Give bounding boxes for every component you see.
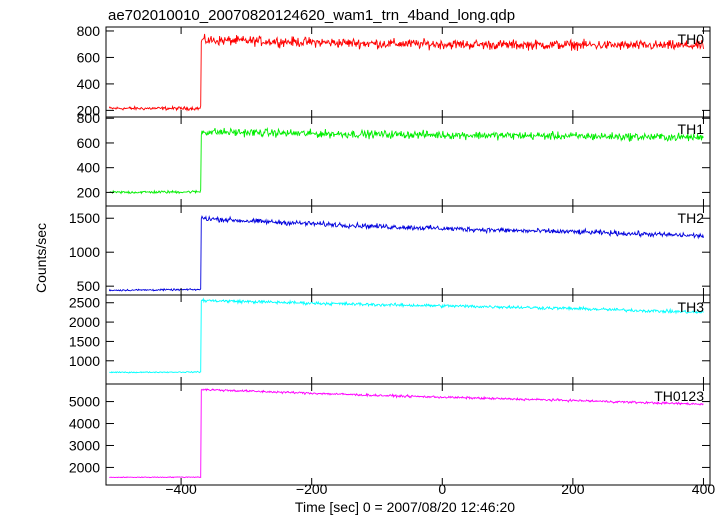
panel-label: TH0123 — [654, 388, 704, 404]
y-tick-label: 200 — [77, 102, 101, 118]
x-tick-label: −200 — [296, 481, 328, 497]
y-tick-label: 1500 — [69, 333, 100, 349]
y-tick-label: 2500 — [69, 295, 100, 311]
panel-frame — [105, 116, 711, 207]
series-line-th1 — [109, 126, 704, 195]
panel-frame — [105, 205, 711, 296]
x-tick-label: 0 — [438, 481, 446, 497]
y-tick-label: 600 — [77, 49, 101, 65]
panel-th2: 500 1000 1500 TH2 — [69, 205, 711, 296]
y-axis-label: Counts/sec — [33, 223, 49, 293]
x-axis: −400 −200 0 200 400 — [165, 481, 715, 497]
panel-th0123: 2000 3000 4000 5000 TH0123 — [69, 383, 711, 486]
y-tick-label: 800 — [77, 110, 101, 126]
y-tick-label: 1500 — [69, 210, 100, 226]
x-tick-label: 200 — [561, 481, 585, 497]
y-tick-label: 400 — [77, 160, 101, 176]
chart-title: ae702010010_20070820124620_wam1_trn_4ban… — [108, 7, 515, 24]
panels: 200 400 600 800 TH0 200 400 600 800 TH1 500 1000 150… — [69, 23, 711, 486]
panel-th1: 200 400 600 800 TH1 — [77, 110, 711, 207]
y-tick-label: 2000 — [69, 314, 100, 330]
panel-label: TH2 — [678, 210, 705, 226]
y-tick-label: 800 — [77, 23, 101, 39]
x-axis-label: Time [sec] 0 = 2007/08/20 12:46:20 — [295, 499, 515, 515]
y-tick-label: 4000 — [69, 416, 100, 432]
panel-label: TH0 — [678, 31, 705, 47]
y-tick-label: 500 — [77, 278, 101, 294]
y-tick-label: 3000 — [69, 437, 100, 453]
x-tick-label: −400 — [165, 481, 197, 497]
y-tick-label: 1000 — [69, 244, 100, 260]
panel-frame — [105, 383, 711, 486]
y-tick-label: 5000 — [69, 394, 100, 410]
y-tick-label: 400 — [77, 76, 101, 92]
series-line-th2 — [108, 215, 704, 292]
panel-frame — [105, 294, 711, 385]
y-tick-label: 600 — [77, 135, 101, 151]
series-line-th3 — [109, 297, 704, 374]
series-line-th0123 — [109, 388, 704, 479]
panel-th0: 200 400 600 800 TH0 — [77, 23, 711, 118]
series-line-th0 — [108, 33, 704, 112]
y-tick-label: 2000 — [69, 459, 100, 475]
panel-th3: 1000 1500 2000 2500 TH3 — [69, 294, 711, 385]
y-tick-label: 200 — [77, 184, 101, 200]
x-tick-label: 400 — [692, 481, 716, 497]
y-tick-label: 1000 — [69, 353, 100, 369]
panel-label: TH3 — [678, 299, 705, 315]
panel-label: TH1 — [678, 121, 705, 137]
